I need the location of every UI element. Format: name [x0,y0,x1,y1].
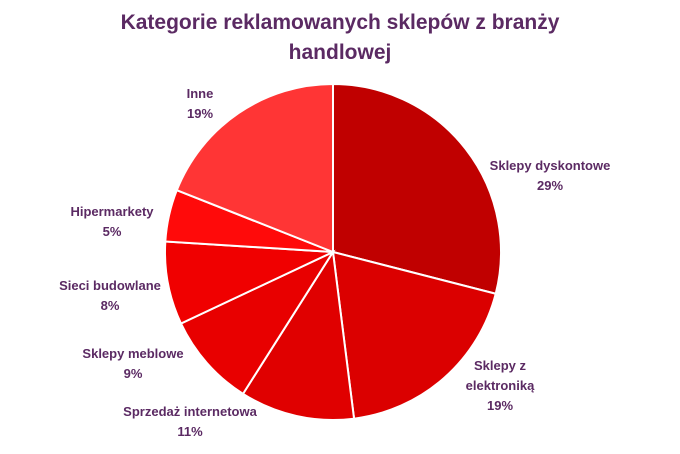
slice-label-inne: Inne 19% [187,86,214,121]
slice-percent: 9% [124,366,143,381]
slice-name: Hipermarkety [70,204,154,219]
slice-label-sklepy-meblowe: Sklepy meblowe 9% [82,346,183,381]
pie-slice-sklepy-meblowe [179,249,336,396]
chart-title-line-1: Kategorie reklamowanych sklepów z branży [120,11,560,34]
chart-title-line-2: handlowej [288,41,392,64]
slice-name: Sklepy meblowe [82,346,183,361]
slice-percent: 19% [187,106,213,121]
slice-label-sieci-budowlane: Sieci budowlane 8% [59,278,161,313]
slice-label-sprzedaz-internetowa: Sprzedaż internetowa 11% [123,404,257,439]
slice-percent: 19% [487,398,513,413]
slice-name: elektroniką [466,378,535,393]
slice-percent: 5% [103,224,122,239]
pie-slice-sklepy-dyskontowe [332,82,502,295]
chart-title: Kategorie reklamowanych sklepów z branży… [40,8,640,68]
pie-slice-sprzedaz-internetowa [241,249,356,422]
slice-percent: 11% [177,424,203,439]
slice-name: Sklepy z [474,358,527,373]
slice-label-sklepy-z-elektronika: Sklepy z elektroniką 19% [466,358,535,413]
slice-name: Sklepy dyskontowe [490,158,611,173]
slice-percent: 29% [537,178,563,193]
slice-name: Inne [187,86,214,101]
pie-slice-sklepy-z-elektronika [331,250,497,420]
pie-slice-inne [175,82,334,254]
slice-name: Sprzedaż internetowa [123,404,257,419]
slice-label-sklepy-dyskontowe: Sklepy dyskontowe 29% [490,158,611,193]
slice-percent: 8% [101,298,120,313]
slice-label-hipermarkety: Hipermarkety 5% [70,204,154,239]
slice-name: Sieci budowlane [59,278,161,293]
